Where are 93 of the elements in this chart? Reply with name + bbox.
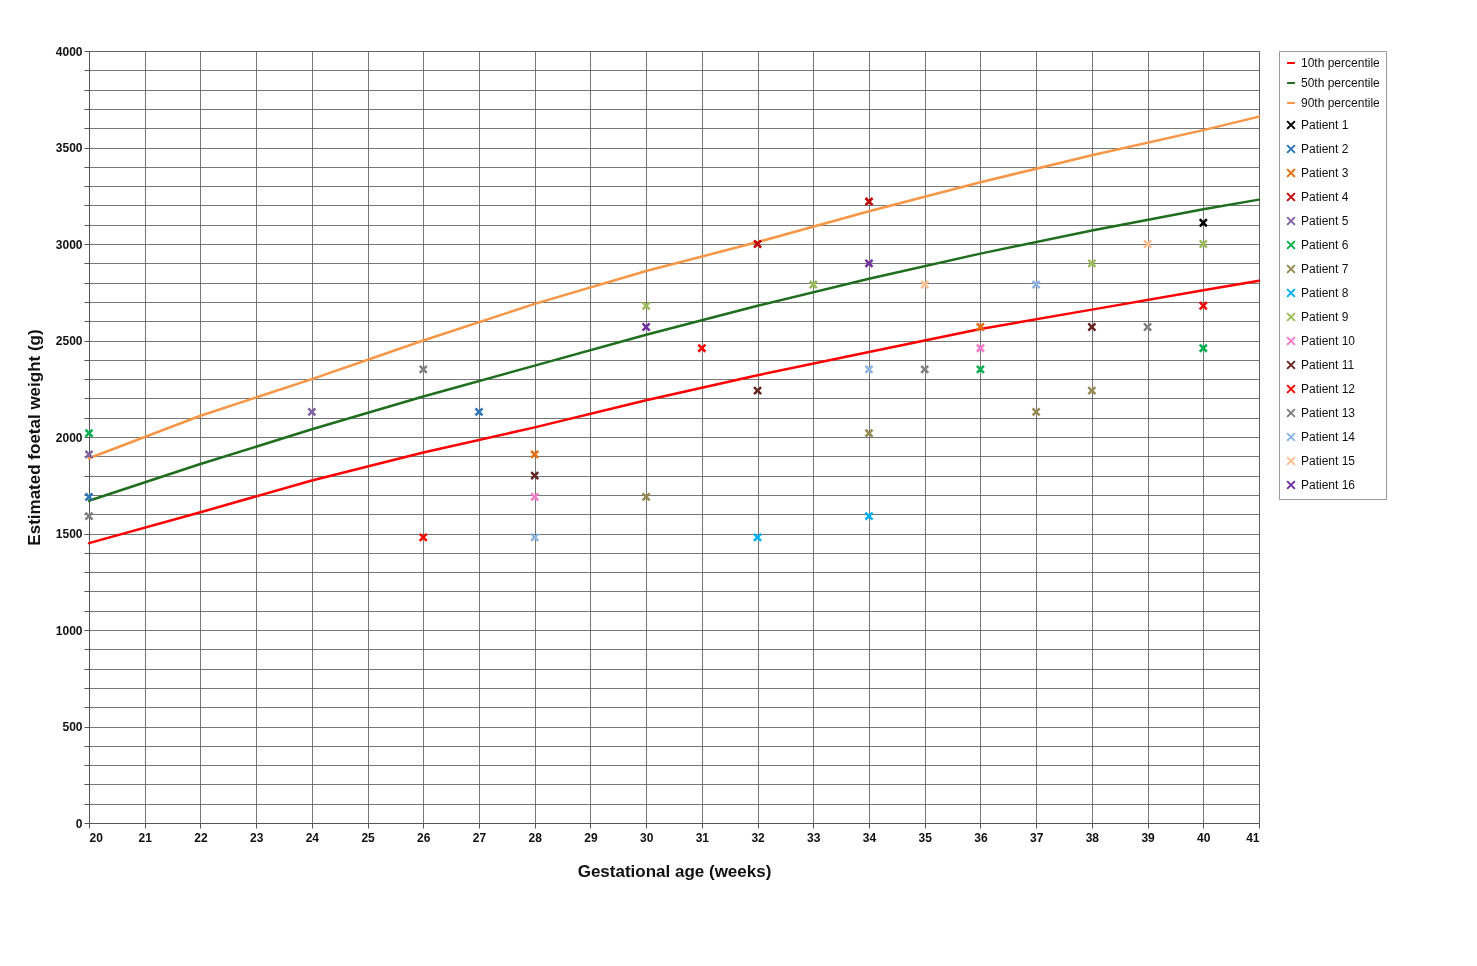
x-tick-label: 40 [1197,830,1211,845]
legend-label: Patient 5 [1301,214,1349,228]
legend-label: Patient 6 [1301,238,1349,252]
x-tick-label: 23 [249,830,264,845]
y-tick-label: 0 [75,816,83,831]
legend-label: Patient 1 [1301,118,1349,132]
point [975,322,986,332]
point [1198,217,1209,228]
legend-label: Patient 9 [1301,310,1349,324]
point [1198,300,1209,311]
y-tick-label: 3500 [55,141,83,155]
legend-label: Patient 3 [1301,166,1349,180]
x-tick-label: 38 [1085,830,1100,845]
x-tick-label: 30 [639,830,654,845]
y-tick-label: 1500 [55,527,83,541]
x-tick-label: 33 [807,830,821,845]
legend-label: Patient 4 [1301,190,1349,204]
point [1198,239,1209,249]
legend-label: Patient 14 [1301,430,1356,444]
line-series [87,115,1261,460]
point [697,343,707,354]
x-axis-title: Gestational age (weeks) [577,861,772,881]
point [864,196,874,207]
point [975,343,986,354]
legend-label: Patient 13 [1301,406,1356,420]
point [1031,279,1041,290]
legend-label: 90th percentile [1301,96,1381,110]
x-tick-label: 32 [751,830,766,845]
y-tick-label: 1000 [55,623,83,638]
point [752,385,763,396]
x-tick-label: 24 [305,830,320,845]
point [1142,239,1153,249]
x-tick-label: 39 [1141,830,1156,845]
point [752,239,763,249]
legend-label: Patient 8 [1301,286,1349,300]
x-tick-label: 26 [417,830,431,845]
legend-label: Patient 16 [1301,478,1356,492]
line-series [87,279,1261,545]
point [864,511,874,521]
line-series [87,198,1261,502]
point [1087,258,1097,269]
legend-label: Patient 2 [1301,142,1349,156]
x-tick-label: 20 [89,830,104,845]
point [529,470,540,481]
legend-label: Patient 11 [1301,358,1355,372]
point [919,279,930,290]
point [919,364,930,375]
y-tick-label: 500 [62,720,83,734]
point [975,364,986,375]
y-tick-label: 2000 [55,430,83,445]
point [1198,343,1209,354]
y-tick-label: 3000 [55,237,83,252]
x-tick-label: 22 [194,830,208,845]
x-tick-label: 31 [695,830,710,845]
x-tick-label: 29 [584,830,598,845]
x-tick-label: 34 [862,830,877,845]
x-tick-label: 25 [361,830,376,845]
point [529,449,540,460]
x-tick-label: 28 [528,830,543,845]
point [641,322,651,332]
point [418,532,429,543]
point [808,279,819,290]
point [1142,322,1153,332]
y-tick-label: 4000 [55,44,83,59]
point [1087,322,1097,332]
y-tick-label: 2500 [55,334,83,348]
point [529,532,540,543]
legend-label: Patient 12 [1301,382,1356,396]
x-tick-label: 41 [1246,830,1260,845]
point [84,449,94,460]
x-tick-label: 36 [974,830,988,845]
legend-label: Patient 7 [1301,262,1349,276]
point [864,258,874,269]
x-tick-label: 27 [472,830,487,845]
point [752,532,763,543]
point [529,492,540,502]
point [307,407,317,417]
point [864,364,874,375]
legend-label: Patient 15 [1301,454,1356,468]
legend-label: 50th percentile [1301,76,1381,90]
x-tick-label: 35 [918,830,933,845]
x-tick-label: 37 [1029,830,1044,845]
point [864,428,874,438]
point [1087,385,1097,396]
point [641,492,651,502]
point [1031,407,1041,417]
x-tick-label: 21 [138,830,153,845]
legend-label: Patient 10 [1301,334,1356,348]
point [641,300,651,311]
point [418,364,429,375]
point [474,407,484,417]
legend-label: 10th percentile [1301,56,1381,70]
y-axis-title: Estimated foetal weight (g) [24,329,44,546]
